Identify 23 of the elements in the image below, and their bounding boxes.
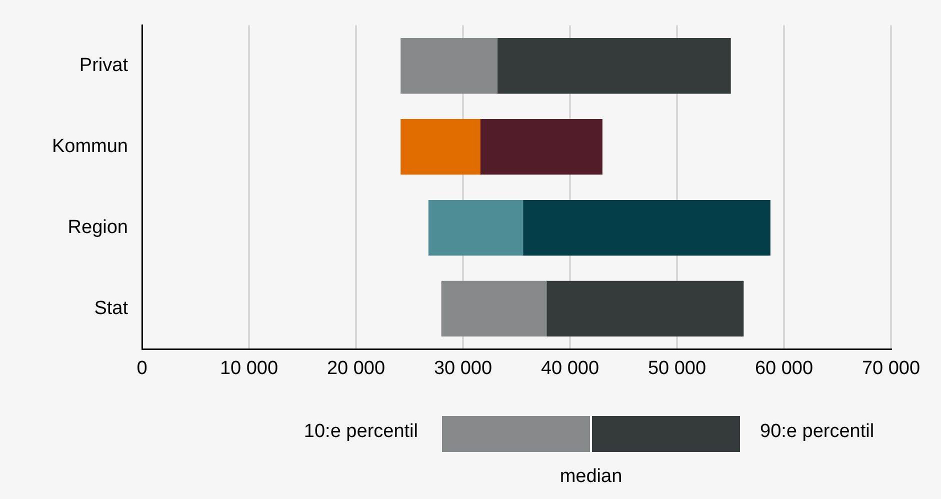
x-tick-label: 50 000 (648, 358, 706, 379)
y-tick-label: Stat (94, 298, 129, 319)
text: 10:e percentil (304, 421, 418, 443)
x-tick-label: 70 000 (862, 358, 920, 379)
text: 90:e percentil (760, 421, 874, 443)
y-tick-label: Region (68, 217, 128, 238)
y-tick-label: Privat (79, 55, 129, 76)
bar (400, 38, 498, 94)
x-tick-label: 40 000 (540, 358, 600, 379)
bar (522, 200, 770, 256)
x-tick-label: 30 000 (434, 358, 492, 379)
bar (400, 118, 480, 175)
bar (428, 200, 524, 256)
x-tick-label: 10 000 (220, 358, 278, 379)
bar (496, 38, 731, 94)
x-tick-label: 20 000 (326, 358, 386, 379)
bar (546, 280, 744, 337)
y-tick-label: Kommun (52, 136, 128, 158)
bar (441, 280, 547, 337)
text: median (560, 466, 622, 488)
x-tick-label: 0 (136, 358, 148, 379)
bar (480, 118, 602, 175)
x-tick-label: 60 000 (754, 358, 814, 379)
